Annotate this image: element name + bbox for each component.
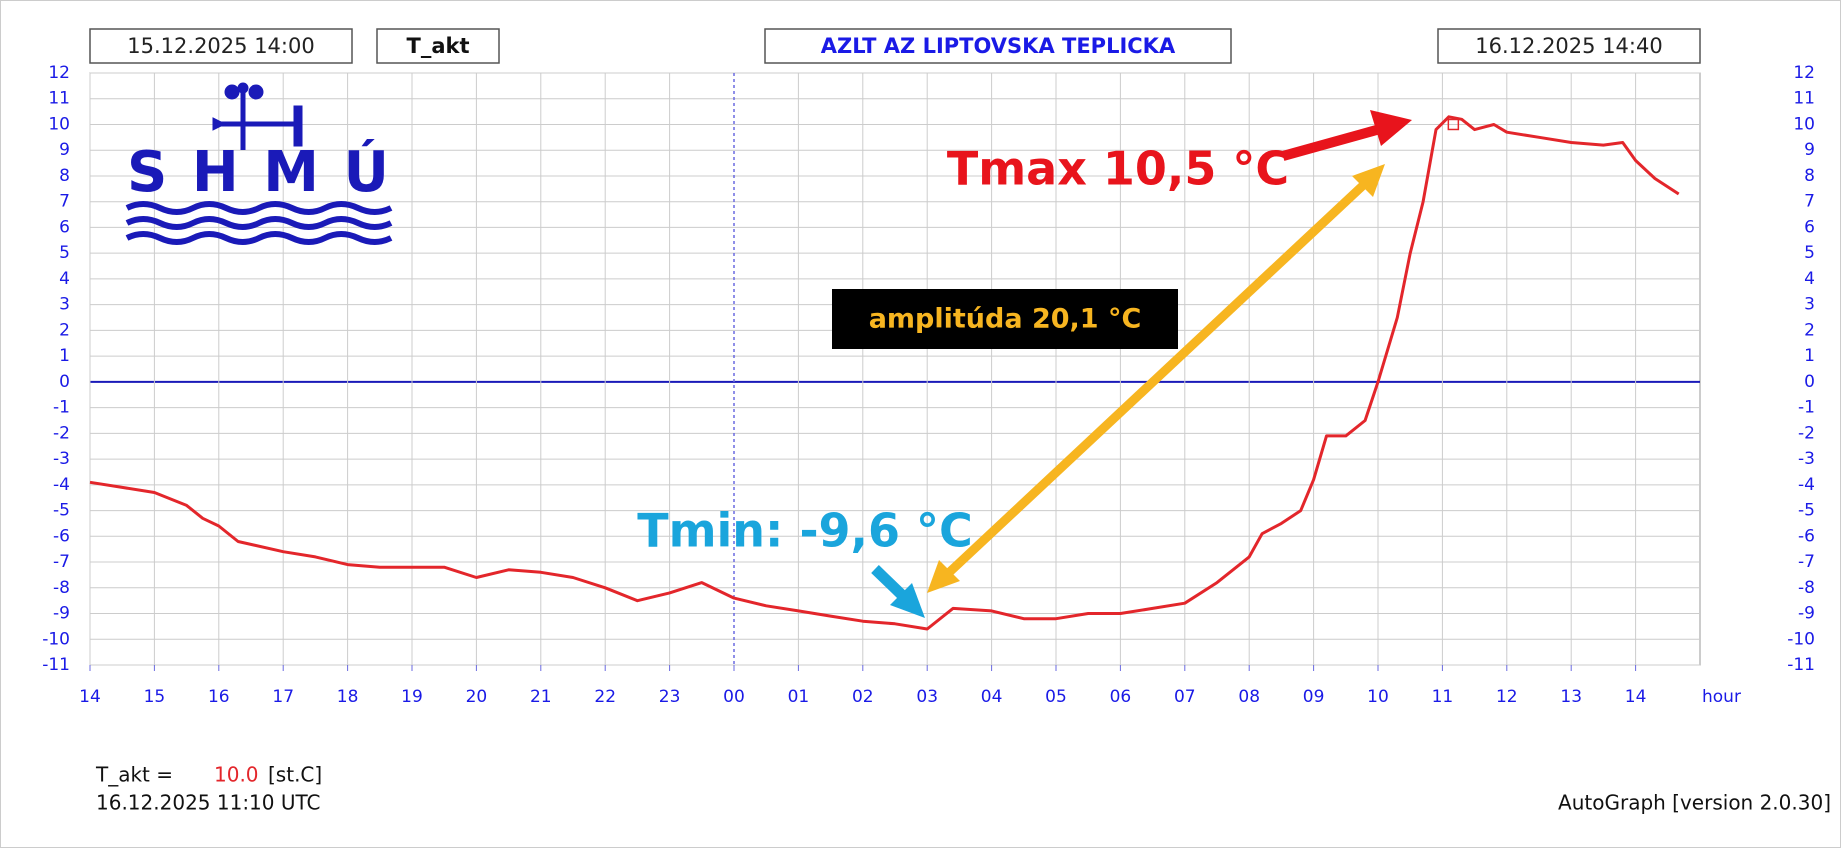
y-tick-label: -9 <box>53 604 70 624</box>
y2-tick-label: 1 <box>1804 346 1815 366</box>
arrows <box>871 110 1412 618</box>
start-label: 15.12.2025 14:00 <box>127 34 314 58</box>
amplitude-box <box>832 289 1178 349</box>
y-tick-label: 8 <box>59 166 70 186</box>
y2-tick-label: -8 <box>1798 578 1815 598</box>
x-tick-label: 09 <box>1303 687 1325 707</box>
current-marker <box>1447 118 1460 131</box>
y2-tick-label: 7 <box>1804 192 1815 212</box>
y2-tick-label: 6 <box>1804 217 1815 237</box>
y-tick-label: 9 <box>59 140 70 160</box>
y-tick-label: -11 <box>42 655 70 675</box>
y2-tick-label: 2 <box>1804 320 1815 340</box>
y2-tick-label: -2 <box>1798 423 1815 443</box>
y2-tick-label: 10 <box>1793 114 1815 134</box>
y-tick-label: 1 <box>59 346 70 366</box>
series-box <box>376 28 500 64</box>
x-tick-label: 04 <box>981 687 1003 707</box>
y2-tick-label: 4 <box>1804 269 1815 289</box>
y-tick-label: 3 <box>59 295 70 315</box>
y-tick-label: -3 <box>53 449 70 469</box>
y2-tick-label: -11 <box>1787 655 1815 675</box>
y2-tick-label: 5 <box>1804 243 1815 263</box>
y-tick-label: -10 <box>42 629 70 649</box>
y-tick-label: 2 <box>59 320 70 340</box>
x-tick-label: 10 <box>1367 687 1389 707</box>
x-tick-label: 14 <box>79 687 101 707</box>
x-tick-label: 13 <box>1560 687 1582 707</box>
x-tick-label: 01 <box>788 687 810 707</box>
x-tick-label: 08 <box>1238 687 1260 707</box>
x-tick-label: 17 <box>272 687 294 707</box>
x-tick-label: 16 <box>208 687 230 707</box>
x-tick-label: 19 <box>401 687 423 707</box>
y-tick-label: -8 <box>53 578 70 598</box>
y2-tick-label: -1 <box>1798 398 1815 418</box>
x-tick-label: 15 <box>144 687 166 707</box>
title-box <box>764 28 1232 64</box>
y2-tick-label: -3 <box>1798 449 1815 469</box>
x-axis-label: hour <box>1702 687 1741 707</box>
y-tick-label: 4 <box>59 269 70 289</box>
current-time: 16.12.2025 11:10 UTC <box>96 791 321 815</box>
end-label: 16.12.2025 14:40 <box>1475 34 1662 58</box>
y-tick-label: 7 <box>59 192 70 212</box>
tmax-label: Tmax 10,5 °C <box>947 142 1289 196</box>
x-tick-label: 05 <box>1045 687 1067 707</box>
y-tick-label: -5 <box>53 501 70 521</box>
y-tick-label: 10 <box>48 114 70 134</box>
y2-tick-label: -5 <box>1798 501 1815 521</box>
amplitude-label: amplitúda 20,1 °C <box>869 304 1142 335</box>
y2-tick-label: 9 <box>1804 140 1815 160</box>
x-tick-label: 14 <box>1625 687 1647 707</box>
x-tick-label: 06 <box>1110 687 1132 707</box>
tmin-label: Tmin: -9,6 °C <box>637 504 973 558</box>
x-tick-label: 23 <box>659 687 681 707</box>
x-tick-label: 03 <box>916 687 938 707</box>
y-tick-label: -1 <box>53 398 70 418</box>
y-tick-label: 11 <box>48 89 70 109</box>
y2-tick-label: -7 <box>1798 552 1815 572</box>
y2-tick-label: 8 <box>1804 166 1815 186</box>
plot-area: -11 -11-10 -10-9 -9-8 -8-7 -7-6 -6-5 -5-4 -4-3 -3… <box>42 63 1815 707</box>
plot-background <box>89 72 1701 666</box>
x-tick-label: 18 <box>337 687 359 707</box>
series-line <box>89 115 1680 631</box>
y2-tick-label: -10 <box>1787 629 1815 649</box>
x-tick-label: 12 <box>1496 687 1518 707</box>
y-tick-label: 12 <box>48 63 70 83</box>
x-tick-label: 22 <box>594 687 616 707</box>
y-tick-label: 0 <box>59 372 70 392</box>
footer: AutoGraph [version 2.0.30] <box>1558 791 1831 815</box>
x-tick-label: 21 <box>530 687 552 707</box>
y2-tick-label: -9 <box>1798 604 1815 624</box>
y-tick-label: -4 <box>53 475 70 495</box>
x-tick-label: 07 <box>1174 687 1196 707</box>
current-prefix: T_akt = <box>95 763 173 787</box>
x-tick-label: 00 <box>723 687 745 707</box>
x-tick-label: 11 <box>1432 687 1454 707</box>
y2-tick-label: -4 <box>1798 475 1815 495</box>
y2-tick-label: 11 <box>1793 89 1815 109</box>
current-value: 10.0 <box>214 763 259 787</box>
start-box <box>89 28 353 64</box>
y-tick-label: -7 <box>53 552 70 572</box>
y-tick-label: -2 <box>53 423 70 443</box>
y2-tick-label: 12 <box>1793 63 1815 83</box>
y2-tick-label: 0 <box>1804 372 1815 392</box>
chart-title: AZLT AZ LIPTOVSKA TEPLICKA <box>821 34 1176 58</box>
y-tick-label: -6 <box>53 526 70 546</box>
y2-tick-label: 3 <box>1804 295 1815 315</box>
end-box <box>1437 28 1701 64</box>
y-tick-label: 5 <box>59 243 70 263</box>
y2-tick-label: -6 <box>1798 526 1815 546</box>
series-label: T_akt <box>407 34 470 58</box>
current-unit: [st.C] <box>268 763 322 787</box>
x-tick-label: 02 <box>852 687 874 707</box>
x-tick-label: 20 <box>466 687 488 707</box>
y-tick-label: 6 <box>59 217 70 237</box>
